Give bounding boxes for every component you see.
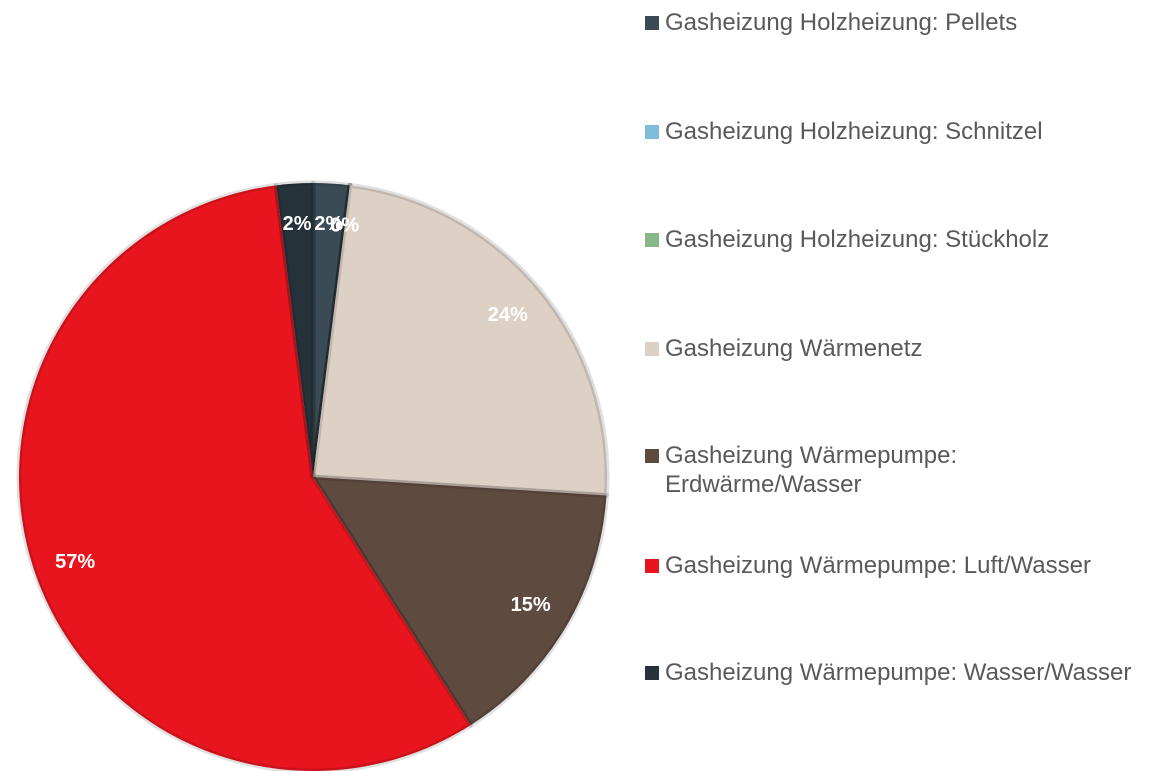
legend-label: Gasheizung Holzheizung: Stückholz bbox=[665, 226, 1050, 253]
value-label: 0% bbox=[330, 214, 359, 236]
legend-label: Gasheizung Wärmepumpe: Wasser/Wasser bbox=[665, 659, 1132, 686]
pie: 2%0%0%24%15%57%2% bbox=[16, 180, 610, 771]
value-label: 2% bbox=[283, 213, 312, 235]
pie-slice bbox=[310, 182, 610, 498]
value-label: 2% bbox=[314, 213, 343, 235]
pie-slice bbox=[310, 474, 609, 728]
pie-slice bbox=[310, 182, 353, 480]
legend-item: Gasheizung Holzheizung: Schnitzel bbox=[645, 117, 1150, 146]
legend-item: Gasheizung Wärmepumpe: Luft/Wasser bbox=[645, 551, 1150, 580]
legend-swatch bbox=[645, 666, 659, 680]
legend-item: Gasheizung Holzheizung: Stückholz bbox=[645, 225, 1150, 254]
legend-label: Gasheizung Holzheizung: Schnitzel bbox=[665, 118, 1043, 145]
legend-item: Gasheizung Wärmenetz bbox=[645, 334, 1150, 363]
legend-item: Gasheizung Wärmepumpe: Erdwärme/Wasser bbox=[645, 441, 1150, 499]
legend-label: Gasheizung Wärmenetz bbox=[665, 335, 923, 362]
legend-label: Gasheizung Wärmepumpe: Luft/Wasser bbox=[665, 552, 1091, 579]
legend-swatch bbox=[645, 125, 659, 139]
legend-item: Gasheizung Holzheizung: Pellets bbox=[645, 8, 1150, 37]
legend-swatch bbox=[645, 233, 659, 247]
legend-swatch bbox=[645, 16, 659, 30]
pie-slice bbox=[273, 180, 316, 480]
value-label: 0% bbox=[330, 214, 359, 236]
legend-swatch bbox=[645, 559, 659, 573]
value-label: 24% bbox=[488, 304, 528, 326]
pie-slice bbox=[310, 182, 353, 480]
legend-label: Gasheizung Wärmepumpe: Erdwärme/Wasser bbox=[665, 442, 958, 498]
pie-slice bbox=[310, 180, 353, 480]
legend-label: Gasheizung Holzheizung: Pellets bbox=[665, 9, 1018, 36]
legend-swatch bbox=[645, 342, 659, 356]
value-label: 57% bbox=[55, 551, 95, 573]
value-label: 15% bbox=[511, 594, 551, 616]
legend-swatch bbox=[645, 449, 659, 463]
legend-item: Gasheizung Wärmepumpe: Wasser/Wasser bbox=[645, 658, 1150, 687]
